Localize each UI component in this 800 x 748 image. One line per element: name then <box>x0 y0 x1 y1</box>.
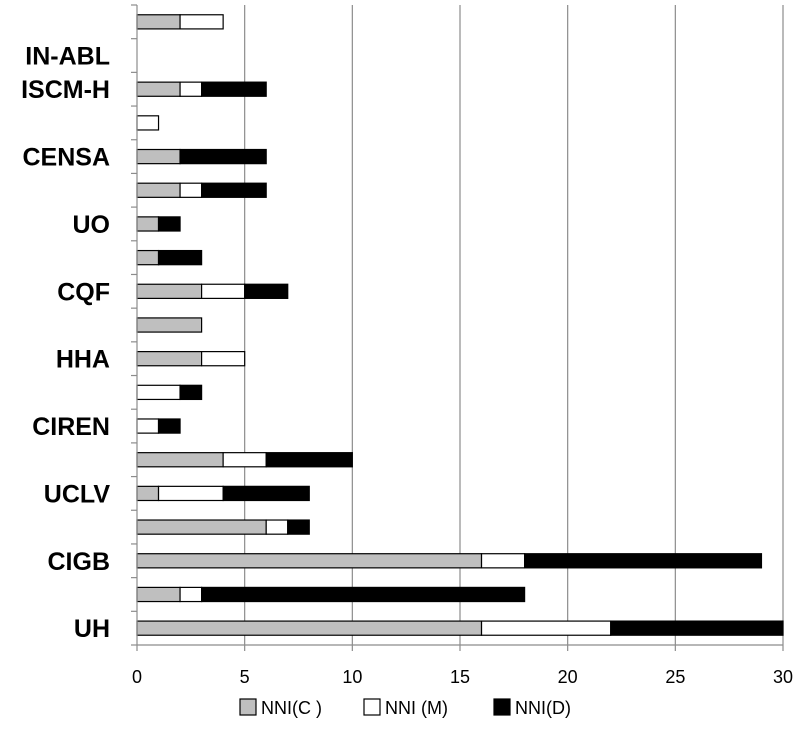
bar-row11-series2 <box>157 249 203 266</box>
category-label: UH <box>74 615 110 643</box>
x-tick-label: 10 <box>342 667 362 687</box>
category-label: CIGB <box>48 548 111 576</box>
bar-row4-series0 <box>136 485 160 502</box>
bar-row6-series1 <box>136 418 160 434</box>
category-label: ISCM-H <box>21 76 110 104</box>
x-tick-label: 30 <box>773 667 793 687</box>
bar-row18-series0 <box>136 14 181 30</box>
category-label: IN-ABL <box>25 43 110 71</box>
category-labels: UH CIGB UCLV CIREN HHA CQF UO CENSA ISCM-H IN-ABL <box>21 43 110 644</box>
bar-row1-series2 <box>201 586 526 603</box>
bar-row3-series2 <box>287 519 310 535</box>
legend-swatch-2 <box>493 698 511 716</box>
category-label: UCLV <box>44 480 111 508</box>
bar-row13-series2 <box>201 182 267 198</box>
bar-row12-series2 <box>157 216 181 232</box>
bar-row0-series1 <box>480 620 612 636</box>
bar-row16-series1 <box>179 81 203 97</box>
category-label: HHA <box>56 346 110 374</box>
bar-row14-series2 <box>179 148 267 165</box>
bar-row15-series1 <box>136 115 160 131</box>
bar-row12-series0 <box>136 216 160 232</box>
bar-row13-series0 <box>136 182 181 198</box>
gridlines <box>244 5 784 645</box>
bar-row0-series2 <box>610 620 784 636</box>
bar-row1-series1 <box>179 586 203 603</box>
bar-row1-series0 <box>136 586 181 603</box>
legend-swatch-1 <box>363 698 381 716</box>
category-label: CQF <box>57 278 110 306</box>
bar-row11-series0 <box>136 249 160 266</box>
legend-label-0: NNI(C ) <box>261 698 322 718</box>
bar-row16-series2 <box>201 81 267 97</box>
legend: NNI(C ) NNI (M) NNI(D) <box>239 698 571 718</box>
x-tick-label: 25 <box>665 667 685 687</box>
category-label: UO <box>73 211 111 239</box>
x-tick-label: 15 <box>450 667 470 687</box>
x-tick-label: 0 <box>132 667 142 687</box>
legend-label-1: NNI (M) <box>385 698 448 718</box>
bar-row4-series2 <box>222 485 310 502</box>
legend-label-2: NNI(D) <box>515 698 571 718</box>
bar-row10-series2 <box>244 283 289 299</box>
bar-row8-series0 <box>136 351 203 367</box>
bar-row16-series0 <box>136 81 181 97</box>
category-label: CENSA <box>22 144 110 172</box>
legend-swatch-0 <box>239 698 257 716</box>
bar-row4-series1 <box>157 485 224 502</box>
bar-row5-series2 <box>265 452 353 468</box>
bars <box>136 14 784 636</box>
bar-row7-series2 <box>179 384 203 401</box>
bar-row8-series1 <box>201 351 246 367</box>
bar-row0-series0 <box>136 620 483 636</box>
x-tick-labels: 0 5 10 15 20 25 30 <box>132 667 793 687</box>
bar-row2-series0 <box>136 553 483 569</box>
bar-row10-series1 <box>201 283 246 299</box>
x-tick-label: 5 <box>240 667 250 687</box>
axes <box>131 4 784 651</box>
bar-row10-series0 <box>136 283 203 299</box>
bar-row2-series1 <box>480 553 526 569</box>
bar-row9-series0 <box>136 317 203 333</box>
category-label: CIREN <box>32 413 110 441</box>
x-tick-label: 20 <box>558 667 578 687</box>
bar-row6-series2 <box>157 418 181 434</box>
bar-row2-series2 <box>523 553 763 569</box>
bar-row13-series1 <box>179 182 203 198</box>
bar-row5-series1 <box>222 452 267 468</box>
bar-row3-series1 <box>265 519 289 535</box>
bar-row3-series0 <box>136 519 267 535</box>
bar-row14-series0 <box>136 148 181 165</box>
bar-row18-series1 <box>179 14 224 30</box>
bar-row5-series0 <box>136 452 224 468</box>
bar-row7-series1 <box>136 384 181 401</box>
